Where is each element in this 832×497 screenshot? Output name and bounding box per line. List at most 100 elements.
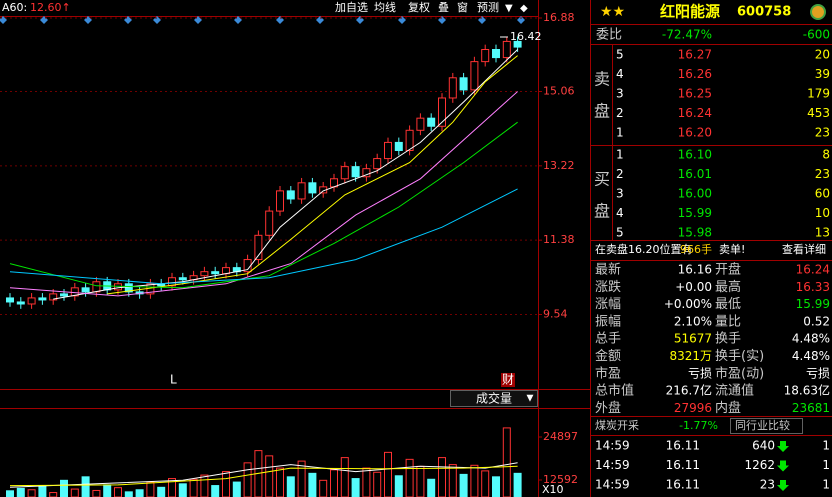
moving-average [9,188,518,285]
stat-label: 总手 [595,332,621,347]
trade-count: 1 [822,458,830,472]
candle-body [394,141,403,151]
volume-bar [92,489,101,497]
level-volume: 453 [807,106,830,120]
level-price: 16.00 [678,187,712,201]
industry-change: -1.77% [679,419,718,432]
trade-count: 1 [822,439,830,453]
candle-body [502,40,511,59]
level-index: 2 [616,106,624,120]
event-marker[interactable] [517,16,525,24]
moving-average [9,91,518,297]
toolbar-tab[interactable]: 加自选 [335,1,368,14]
stat-label: 总市值 [595,383,634,399]
trade-price: 16.11 [666,478,700,492]
level-volume: 39 [815,67,830,81]
volume-bar [103,484,112,497]
star-icon[interactable]: ★★ [600,4,625,20]
volume-bar [146,481,155,497]
volume-dropdown[interactable] [450,390,538,407]
volume-bar [416,465,425,497]
stat-value: 15.99 [796,297,830,311]
candle-body [124,283,133,293]
toolbar-tab[interactable]: 预测 [477,1,499,14]
toolbar-tab[interactable]: 均线 [374,0,396,14]
indicator-label: A60: [2,1,27,14]
volume-bar [470,464,479,497]
volume-bar [16,487,25,497]
level-index: 5 [616,226,624,240]
candle-body [70,287,79,297]
level-index: 5 [616,48,624,62]
level-volume: 179 [807,87,830,101]
trade-time: 14:59 [595,478,630,492]
candle-body [38,297,47,301]
candle-body [438,97,446,127]
compare-button[interactable] [730,418,803,434]
stat-value: 4.48% [792,349,830,363]
toolbar: A60: 12.60↑ [2,1,71,14]
dropdown-arrow[interactable]: ▼ [527,394,534,404]
level-price: 16.10 [678,148,712,162]
level-price: 15.99 [678,206,712,220]
y-tick-label: 24897 [543,430,578,443]
notice-link[interactable]: 查看详细 [782,242,826,256]
y-tick-label: 12592 [543,473,578,486]
stat-value: 51677 [674,332,712,346]
volume-bar [492,476,500,497]
y-tick-label: 11.38 [543,233,575,246]
volume-bar [308,472,317,497]
candle-body [27,297,36,305]
volume-bar [124,491,133,497]
stat-label: 最低 [715,297,741,312]
stat-label: 开盘 [715,262,741,278]
buy-label: 盘 [594,202,610,221]
level-price: 16.25 [678,87,712,101]
volume-bar [49,492,58,497]
toolbar-tab[interactable]: 窗 [457,0,468,14]
event-marker-label[interactable]: 财 [502,373,514,387]
volume-bar [394,475,403,497]
volume-bar [384,451,392,497]
level-price: 16.20 [678,126,712,140]
candle-body [492,49,500,59]
toolbar-arrow[interactable]: ▼ [505,3,513,14]
quote-panel: ★★ 红阳能源 600758 委比 -72.47% -600 卖 盘 买 盘 在… [590,3,832,492]
y-tick-label: 9.54 [543,307,568,320]
volume-bar [286,476,295,497]
trade-direction [777,460,789,472]
notice-volume: 966手 [680,242,712,256]
level-price: 16.01 [678,167,712,181]
trade-direction [777,441,789,452]
stat-label: 外盘 [595,400,621,416]
level-volume: 10 [815,206,830,220]
volume-bar [189,478,198,497]
stat-label: 金额 [595,348,621,364]
candle-body [178,277,187,281]
menu-icon[interactable] [810,4,826,20]
toolbar-tab[interactable]: 复权 [408,0,430,14]
volume-bar [459,473,468,497]
high-annotation: 16.42 [510,30,542,43]
stat-value: +0.00 [675,280,712,294]
candle-body [351,166,360,178]
candle-body [448,77,457,99]
volume-bar [222,471,230,497]
event-marker-label[interactable]: L [170,373,177,387]
volume-bar [81,476,90,497]
level-price: 16.26 [678,67,712,81]
stock-code: 600758 [737,5,791,20]
volume-bar [135,489,144,497]
candle-body [286,190,295,200]
event-marker-box[interactable] [501,373,515,387]
volume-title[interactable]: 成交量 [476,391,512,406]
stat-value: 216.7亿 [666,383,712,398]
volume-bar [438,457,446,497]
stat-label: 市盈(动) [715,365,764,381]
toolbar-arrow[interactable]: ◆ [520,3,528,14]
compare-label[interactable]: 同行业比较 [735,418,790,432]
volume-bar [178,483,187,497]
toolbar-tab[interactable]: 叠 [438,1,449,14]
level-volume: 23 [815,167,830,181]
